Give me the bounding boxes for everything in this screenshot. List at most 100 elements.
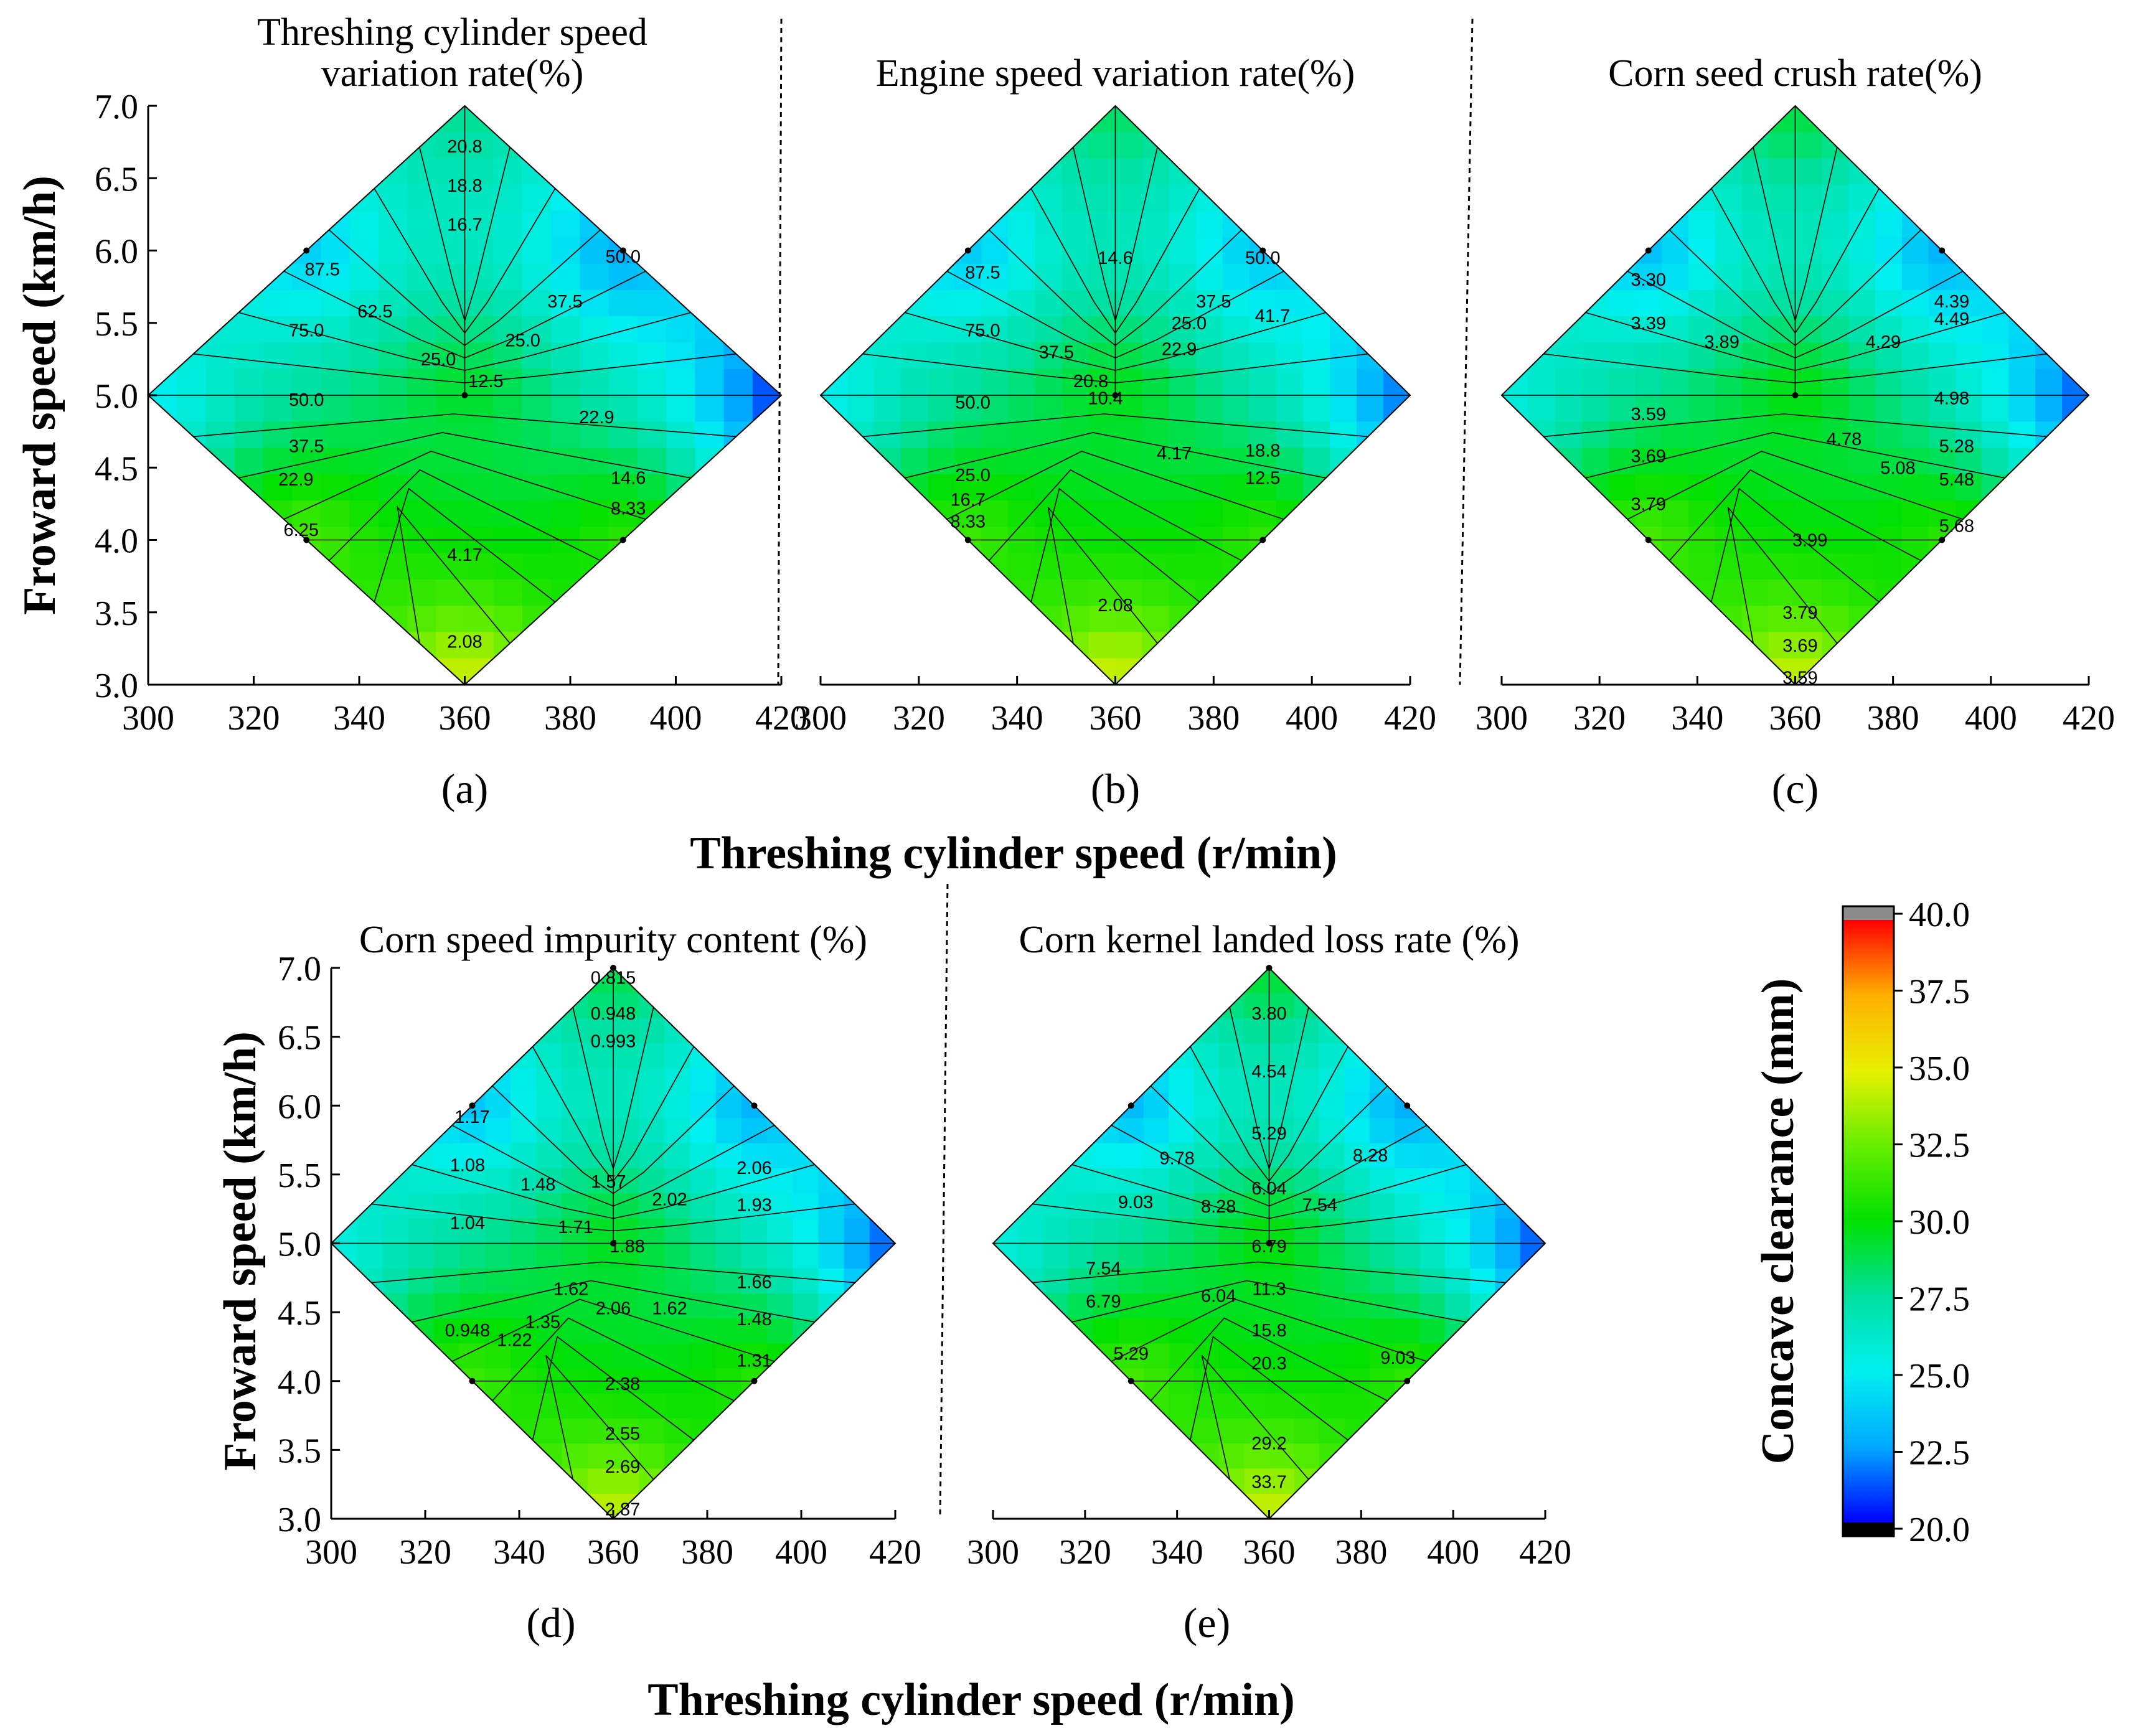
colorbar-under-swatch (1843, 1523, 1894, 1536)
contour-label: 1.93 (737, 1196, 771, 1216)
design-point (1112, 392, 1119, 398)
contour-label: 0.815 (591, 968, 636, 988)
panel-title: Corn seed crush rate(%) (1608, 52, 1982, 95)
contour-label: 5.29 (1114, 1344, 1149, 1364)
contour-label: 18.8 (1245, 441, 1280, 461)
contour-label: 75.0 (965, 321, 1000, 340)
design-point (1939, 537, 1946, 543)
design-point (1645, 247, 1652, 254)
panel-c-corn-seed-crush-rate: 3.30 4.394.49 3.39 3.89 4.29 4.98 3.59 4.78 5.28… (1476, 52, 2115, 812)
shared-xlabel-bottom: Threshing cylinder speed (r/min) (647, 1674, 1295, 1725)
panel-title: Corn speed impurity content (%) (359, 919, 867, 961)
contour-label: 9.78 (1159, 1148, 1194, 1168)
y-tick-label: 7.0 (95, 88, 138, 126)
x-tick-label: 400 (775, 1533, 827, 1572)
contour-label: 4.17 (1157, 444, 1192, 464)
contour-label: 1.62 (652, 1298, 687, 1318)
x-tick-label: 400 (1427, 1533, 1479, 1572)
design-point (619, 247, 626, 254)
contour-label: 1.04 (450, 1213, 485, 1233)
x-tick-label: 340 (1671, 699, 1723, 738)
x-tick-label: 420 (1519, 1533, 1571, 1572)
contour-label: 20.8 (447, 137, 482, 157)
contour-label: 1.62 (553, 1280, 588, 1300)
contour-label: 2.06 (596, 1298, 631, 1318)
panel-letter: (a) (441, 765, 488, 812)
y-tick-label: 6.0 (278, 1087, 321, 1126)
contour-label: 3.79 (1782, 603, 1817, 623)
contour-label: 7.54 (1302, 1196, 1337, 1216)
contour-label: 6.04 (1201, 1287, 1236, 1307)
y-tick-label: 5.5 (278, 1157, 321, 1195)
contour-label: 6.79 (1086, 1292, 1121, 1311)
contour-label: 9.03 (1380, 1348, 1415, 1368)
panel-b-engine-speed-variation: 14.6 50.0 87.5 37.5 41.7 25.0 75.0 37.5 22.9 20.8… (794, 52, 1436, 812)
contour-label: 4.78 (1827, 429, 1862, 449)
x-tick-label: 380 (681, 1533, 733, 1572)
contour-label: 4.49 (1934, 309, 1969, 329)
contour-label: 37.5 (547, 292, 582, 312)
contour-label: 50.0 (1245, 248, 1280, 268)
contour-label: 0.948 (591, 1004, 636, 1024)
y-tick-label: 4.0 (278, 1363, 321, 1402)
contour-label: 22.9 (579, 408, 614, 428)
design-point (303, 247, 310, 254)
contour-label: 4.98 (1934, 389, 1969, 409)
contour-lines (331, 968, 895, 1480)
contour-label: 20.8 (1073, 372, 1108, 392)
contour-label: 2.08 (1098, 596, 1132, 616)
contour-label: 50.0 (289, 390, 324, 410)
contour-label: 16.7 (951, 490, 986, 510)
contour-label: 3.89 (1704, 332, 1739, 352)
y-tick-label: 5.5 (95, 305, 138, 344)
design-point (1266, 965, 1273, 971)
x-tick-label: 360 (439, 699, 491, 738)
contour-label: 1.35 (525, 1313, 560, 1333)
contour-label: 2.08 (447, 632, 482, 652)
x-tick-label: 320 (228, 699, 280, 738)
colorbar-label: Concave clearance (mm) (1753, 978, 1804, 1465)
y-tick-label: 5.0 (95, 377, 138, 416)
contour-label: 3.80 (1251, 1004, 1286, 1024)
design-point (619, 537, 626, 543)
panel-e-corn-kernel-landed-loss: 3.80 4.54 5.29 9.78 8.28 6.04 9.03 8.28 7.54 6.79… (967, 919, 1571, 1646)
contour-label: 33.7 (1251, 1472, 1286, 1492)
colorbar-gradient (1843, 920, 1894, 1523)
contour-label: 2.69 (605, 1457, 640, 1477)
contour-label: 3.69 (1631, 447, 1666, 467)
shared-xlabel-top: Threshing cylinder speed (r/min) (690, 828, 1337, 879)
y-tick-label: 3.0 (278, 1501, 321, 1539)
design-point (1939, 247, 1946, 254)
contour-label: 2.55 (605, 1424, 640, 1444)
contour-label: 2.87 (605, 1500, 640, 1520)
contour-label: 1.66 (737, 1272, 771, 1292)
x-tick-label: 380 (544, 699, 596, 738)
contour-lines (993, 968, 1545, 1480)
x-tick-label: 320 (893, 699, 945, 738)
contour-label: 1.57 (591, 1172, 626, 1192)
contour-label: 15.8 (1251, 1321, 1286, 1341)
contour-label: 50.0 (955, 393, 990, 413)
contour-label: 29.2 (1251, 1433, 1286, 1453)
contour-label: 4.39 (1934, 292, 1969, 312)
x-tick-label: 340 (991, 699, 1043, 738)
panel-title: Threshing cylinder speed (257, 11, 647, 54)
y-tick-label: 4.5 (95, 449, 138, 488)
contour-label: 1.08 (450, 1155, 485, 1175)
y-tick-label: 6.0 (95, 233, 138, 271)
panel-d-corn-impurity-content: 0.815 0.948 0.993 1.17 2.06 1.08 1.48 1.57 2.02 1… (278, 919, 921, 1646)
colorbar-tick-label: 32.5 (1909, 1127, 1970, 1165)
contour-label: 3.30 (1631, 270, 1666, 290)
y-tick-label: 5.0 (278, 1226, 321, 1264)
colorbar-tick-label: 25.0 (1909, 1357, 1970, 1396)
design-point (751, 1377, 758, 1384)
contour-label: 5.08 (1880, 458, 1915, 478)
contour-label: 10.4 (1088, 389, 1123, 409)
design-point (1266, 1240, 1273, 1247)
contour-label: 8.28 (1353, 1146, 1388, 1166)
contour-label: 9.03 (1118, 1193, 1153, 1213)
contour-label: 25.0 (955, 466, 990, 486)
contour-label: 3.59 (1631, 405, 1666, 425)
contour-label: 3.69 (1782, 636, 1817, 656)
